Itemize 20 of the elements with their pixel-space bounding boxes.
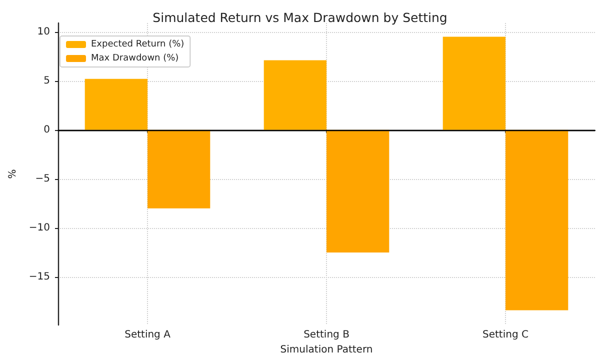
legend-label: Expected Return (%) (91, 40, 184, 50)
bar (264, 60, 326, 130)
y-tick-label: −15 (28, 271, 50, 282)
x-axis-title: Simulation Pattern (280, 344, 373, 356)
bar (506, 130, 568, 310)
y-tick-label: −5 (35, 173, 50, 184)
bar (442, 36, 506, 130)
bar (326, 130, 390, 252)
chart-title: Simulated Return vs Max Drawdown by Setting (152, 10, 448, 25)
y-tick-label: −10 (28, 222, 50, 234)
x-tick-label: Setting C (482, 330, 528, 340)
legend-label: Max Drawdown (%) (91, 54, 179, 64)
y-tick-label: 10 (37, 26, 50, 38)
x-tick-label: Setting B (304, 330, 350, 340)
y-tick-label: 5 (44, 75, 50, 86)
y-tick-label: 0 (44, 124, 50, 136)
bar (148, 130, 210, 208)
y-axis-title: % (8, 169, 18, 179)
bar (84, 78, 148, 130)
x-tick-label: Setting A (124, 330, 171, 340)
